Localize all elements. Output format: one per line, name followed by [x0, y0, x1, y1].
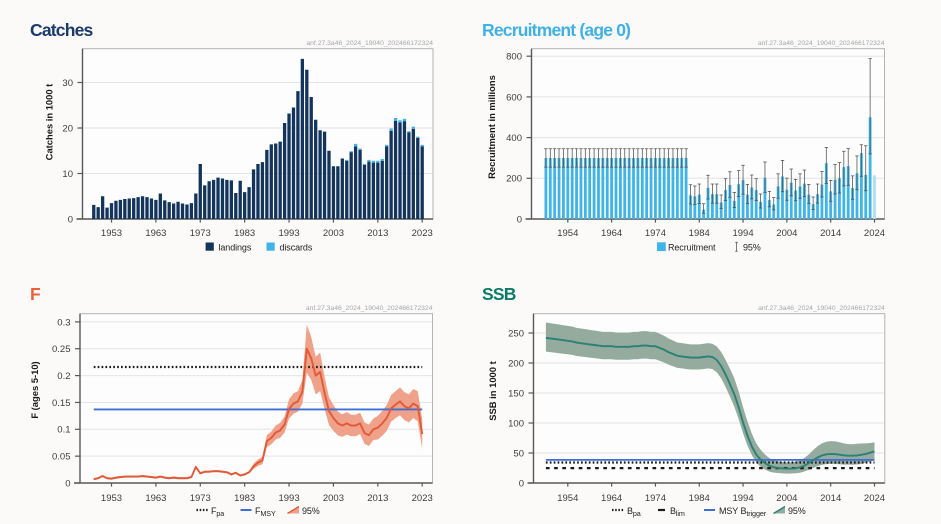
- svg-text:0: 0: [517, 214, 522, 225]
- svg-text:1994: 1994: [732, 228, 753, 239]
- svg-text:1993: 1993: [278, 493, 299, 504]
- svg-text:0.15: 0.15: [52, 398, 71, 409]
- svg-text:0: 0: [65, 478, 70, 489]
- svg-text:2004: 2004: [776, 493, 797, 504]
- svg-text:2014: 2014: [820, 228, 841, 239]
- svg-text:1954: 1954: [557, 228, 578, 239]
- svg-text:2023: 2023: [412, 228, 433, 239]
- svg-text:1993: 1993: [278, 228, 299, 239]
- svg-text:30: 30: [62, 78, 73, 89]
- svg-text:1953: 1953: [101, 228, 122, 239]
- svg-text:0.3: 0.3: [57, 317, 70, 328]
- svg-text:Catches in 1000 t: Catches in 1000 t: [44, 84, 55, 161]
- svg-text:200: 200: [508, 358, 524, 369]
- svg-text:anf.27.3a46_2024_19040_2024661: anf.27.3a46_2024_19040_202466172324: [306, 40, 433, 47]
- svg-text:Fpa: Fpa: [211, 506, 224, 518]
- svg-text:2003: 2003: [323, 228, 344, 239]
- svg-text:1984: 1984: [689, 228, 710, 239]
- svg-text:Bpa: Bpa: [627, 506, 641, 518]
- svg-text:2024: 2024: [864, 228, 885, 239]
- svg-text:SSB: SSB: [482, 284, 516, 304]
- svg-text:95%: 95%: [302, 506, 320, 516]
- svg-text:1954: 1954: [557, 493, 578, 504]
- svg-text:1984: 1984: [689, 493, 710, 504]
- svg-text:anf.27.3a46_2024_19040_2024661: anf.27.3a46_2024_19040_202466172324: [758, 305, 885, 312]
- svg-text:150: 150: [508, 388, 524, 399]
- svg-text:anf.27.3a46_2024_19040_2024661: anf.27.3a46_2024_19040_202466172324: [758, 40, 885, 47]
- svg-text:1964: 1964: [601, 493, 622, 504]
- svg-text:2013: 2013: [367, 493, 388, 504]
- svg-text:0.25: 0.25: [52, 344, 71, 355]
- svg-text:1973: 1973: [190, 228, 211, 239]
- svg-text:2024: 2024: [864, 493, 885, 504]
- svg-text:50: 50: [513, 448, 524, 459]
- svg-text:1983: 1983: [234, 493, 255, 504]
- svg-text:0: 0: [68, 214, 73, 225]
- svg-text:FMSY: FMSY: [255, 506, 276, 518]
- svg-text:1953: 1953: [101, 493, 122, 504]
- svg-text:1974: 1974: [645, 228, 666, 239]
- svg-text:Recruitment in millions: Recruitment in millions: [486, 75, 497, 179]
- svg-text:2023: 2023: [412, 493, 433, 504]
- svg-text:200: 200: [506, 174, 522, 185]
- svg-text:0: 0: [519, 478, 524, 489]
- svg-text:800: 800: [506, 52, 522, 63]
- svg-text:2013: 2013: [367, 228, 388, 239]
- svg-text:250: 250: [508, 328, 524, 339]
- svg-text:MSY Btrigger: MSY Btrigger: [719, 506, 767, 518]
- svg-text:0.2: 0.2: [57, 371, 70, 382]
- svg-text:20: 20: [62, 123, 73, 134]
- svg-text:1963: 1963: [145, 228, 166, 239]
- svg-text:anf.27.3a46_2024_19040_2024661: anf.27.3a46_2024_19040_202466172324: [306, 305, 433, 312]
- svg-text:1964: 1964: [601, 228, 622, 239]
- svg-text:2004: 2004: [776, 228, 797, 239]
- svg-text:1974: 1974: [645, 493, 666, 504]
- svg-text:Recruitment: Recruitment: [668, 242, 716, 252]
- svg-text:0.1: 0.1: [57, 425, 70, 436]
- svg-text:Catches: Catches: [30, 20, 94, 40]
- svg-text:1963: 1963: [145, 493, 166, 504]
- svg-text:landings: landings: [219, 242, 252, 252]
- svg-text:1983: 1983: [234, 228, 255, 239]
- svg-text:95%: 95%: [788, 506, 806, 516]
- svg-text:95%: 95%: [743, 242, 761, 252]
- svg-text:2014: 2014: [820, 493, 841, 504]
- svg-text:600: 600: [506, 92, 522, 103]
- svg-text:SSB in 1000 t: SSB in 1000 t: [487, 361, 498, 420]
- svg-text:100: 100: [508, 418, 524, 429]
- svg-text:1994: 1994: [732, 493, 753, 504]
- svg-text:Blim: Blim: [670, 506, 685, 518]
- svg-text:F (ages 5-10): F (ages 5-10): [29, 361, 40, 418]
- svg-text:2003: 2003: [323, 493, 344, 504]
- svg-text:10: 10: [62, 169, 73, 180]
- svg-text:0.05: 0.05: [52, 452, 71, 463]
- svg-text:400: 400: [506, 133, 522, 144]
- svg-text:1973: 1973: [190, 493, 211, 504]
- svg-text:F: F: [30, 284, 41, 304]
- svg-text:Recruitment (age 0): Recruitment (age 0): [482, 20, 630, 40]
- svg-text:discards: discards: [280, 242, 313, 252]
